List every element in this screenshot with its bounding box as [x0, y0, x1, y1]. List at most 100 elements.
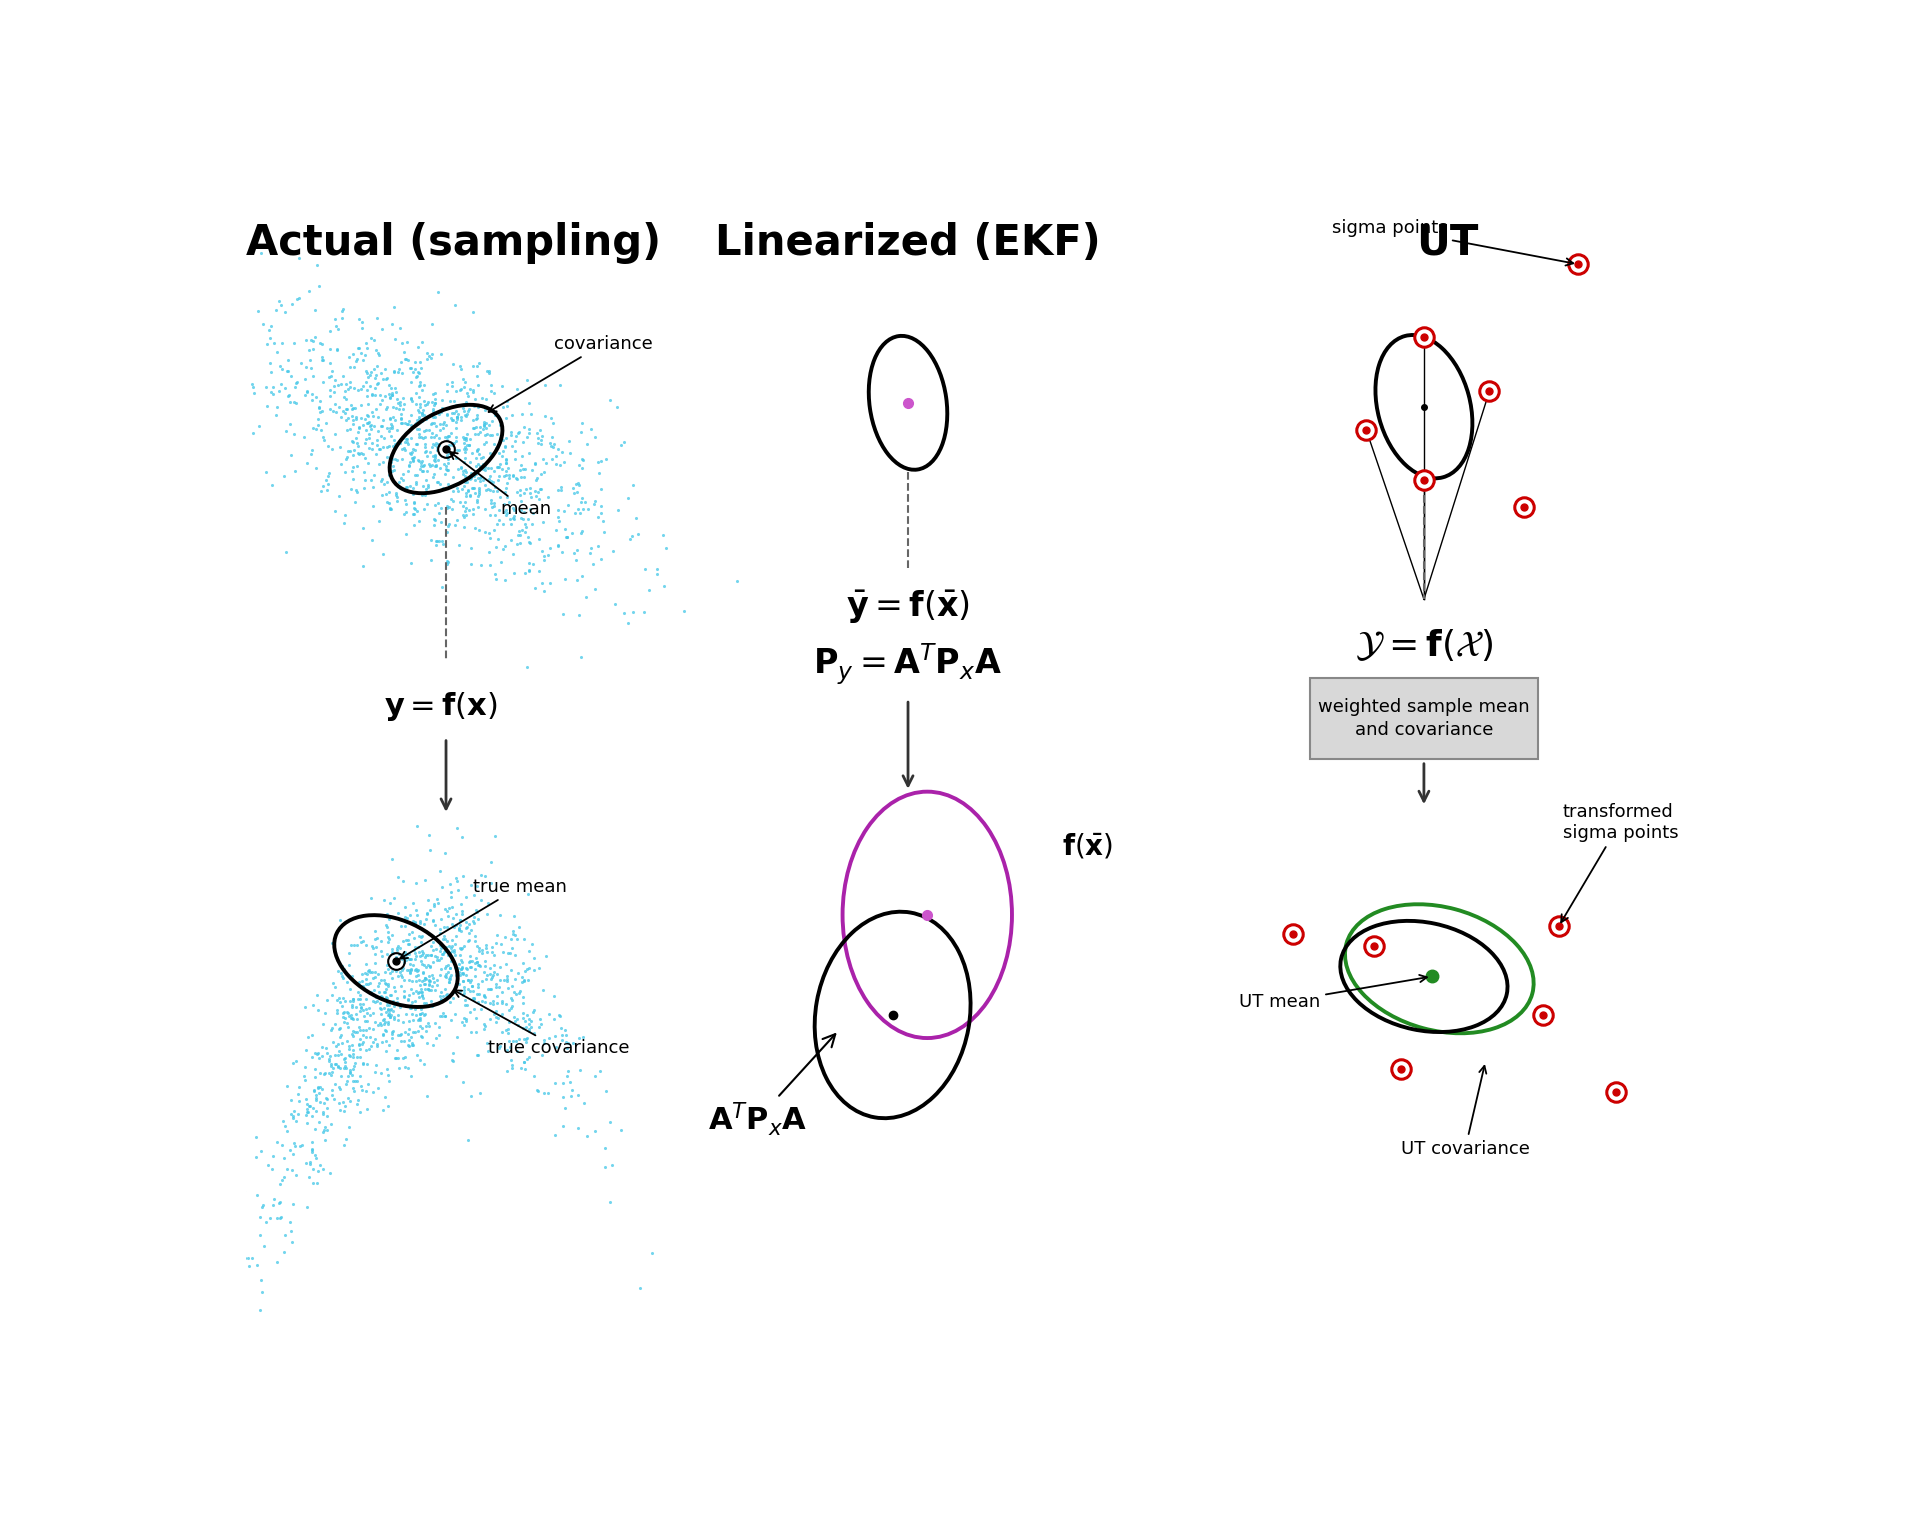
Point [372, 996, 403, 1021]
Point [382, 484, 413, 509]
Point [310, 411, 341, 435]
Point [395, 976, 426, 1001]
Point [478, 824, 509, 848]
Point [445, 920, 476, 944]
Point [511, 1030, 542, 1054]
Point [513, 969, 544, 993]
Point [409, 419, 440, 443]
Point [278, 1099, 308, 1123]
Point [488, 439, 519, 463]
Point [345, 996, 376, 1021]
Point [361, 1053, 391, 1077]
Point [391, 941, 422, 966]
Point [372, 931, 403, 955]
Point [407, 449, 438, 474]
Point [291, 1091, 322, 1115]
Point [405, 373, 436, 397]
Point [561, 538, 592, 562]
Point [578, 1118, 609, 1143]
Point [384, 865, 415, 889]
Point [399, 926, 430, 950]
Point [467, 989, 497, 1013]
Point [426, 979, 457, 1004]
Point [432, 494, 463, 518]
Point [366, 387, 397, 411]
Point [347, 310, 378, 335]
Point [359, 356, 389, 380]
Point [511, 1027, 542, 1051]
Point [465, 1080, 495, 1105]
Point [393, 969, 424, 993]
Point [551, 1030, 582, 1054]
Point [449, 469, 480, 494]
Point [463, 422, 494, 446]
Point [461, 414, 492, 439]
Point [436, 940, 467, 964]
Point [447, 367, 478, 391]
Point [335, 1060, 366, 1085]
Point [403, 359, 434, 384]
Point [465, 469, 495, 494]
Point [551, 1059, 582, 1083]
Point [467, 385, 497, 410]
Point [474, 442, 505, 466]
Point [388, 957, 418, 981]
Point [382, 964, 413, 989]
Point [478, 989, 509, 1013]
Point [256, 472, 287, 497]
Point [461, 981, 492, 1005]
Point [339, 995, 370, 1019]
Point [457, 380, 488, 405]
Point [362, 405, 393, 429]
Point [442, 868, 472, 892]
Point [453, 384, 484, 408]
Point [330, 1005, 361, 1030]
Point [283, 286, 314, 310]
Point [513, 420, 544, 445]
Point [528, 446, 559, 471]
Point [324, 435, 355, 460]
Point [297, 416, 328, 440]
Point [401, 1044, 432, 1068]
Point [459, 996, 490, 1021]
Point [497, 1028, 528, 1053]
Point [542, 504, 573, 529]
Point [297, 364, 328, 388]
Point [397, 361, 428, 385]
Point [376, 983, 407, 1007]
Point [540, 451, 571, 475]
Point [372, 902, 403, 926]
Point [405, 1008, 436, 1033]
Point [470, 429, 501, 454]
Point [324, 1091, 355, 1115]
Point [416, 425, 447, 449]
Point [388, 1045, 418, 1070]
Point [314, 1060, 345, 1085]
Point [648, 523, 679, 547]
Point [299, 1056, 330, 1080]
Point [378, 454, 409, 478]
Point [482, 478, 513, 503]
Point [362, 1076, 393, 1100]
Point [418, 924, 449, 949]
Point [457, 475, 488, 500]
Point [482, 455, 513, 480]
Point [557, 521, 588, 545]
Point [416, 435, 447, 460]
Point [476, 940, 507, 964]
Point [438, 940, 469, 964]
Point [459, 986, 490, 1010]
Point [314, 396, 345, 420]
Point [345, 406, 376, 431]
Point [262, 1206, 293, 1230]
Point [538, 411, 569, 435]
Point [403, 984, 434, 1008]
Point [397, 388, 428, 413]
Point [517, 458, 548, 483]
Point [345, 1100, 376, 1125]
Point [447, 825, 478, 850]
Point [389, 429, 420, 454]
Point [222, 387, 253, 411]
Point [442, 477, 472, 501]
Point [374, 373, 405, 397]
